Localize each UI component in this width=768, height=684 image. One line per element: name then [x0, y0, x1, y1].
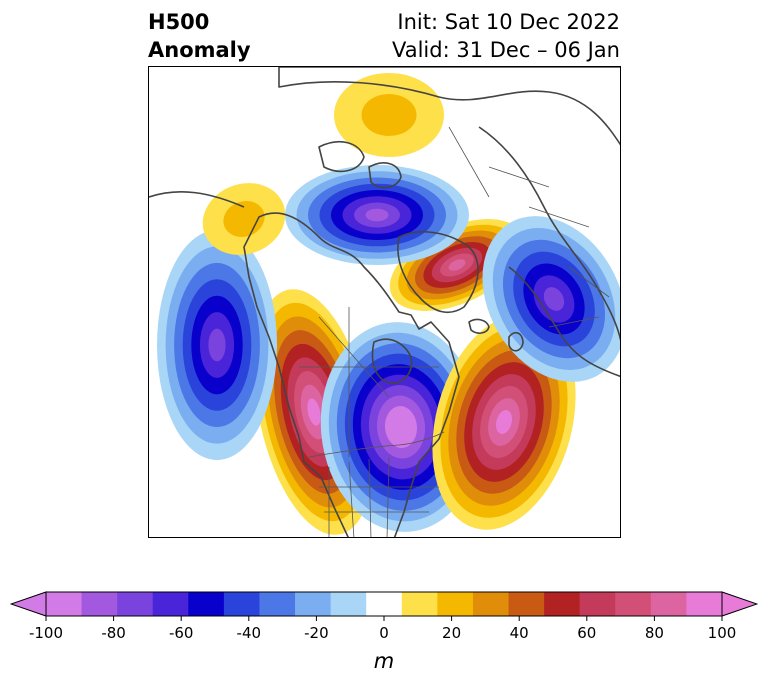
colorbar-tick-label: 40 [510, 624, 529, 642]
british-isles [508, 331, 524, 352]
arctic-ridge-contours [334, 73, 444, 157]
colorbar-ticks: -100 -80 -60 -40 -20 0 20 40 60 80 100 [29, 616, 736, 642]
hudson-bay-trough-level [392, 416, 410, 438]
title-line-1: H500 [148, 10, 210, 34]
asia-coast [508, 266, 620, 378]
europe-coast [478, 126, 620, 341]
anomaly-field [157, 73, 620, 535]
colorbar-tick-label: -20 [304, 624, 329, 642]
eurasia-borders [448, 126, 610, 328]
colorbar-cell [401, 592, 438, 616]
colorbar-cell [544, 592, 581, 616]
hudson-bay [371, 338, 413, 384]
colorbar-extend-max [721, 591, 759, 617]
colorbar-cell [259, 592, 296, 616]
colorbar-tick-label: 80 [645, 624, 664, 642]
forecast-dates: Init: Sat 10 Dec 2022 Valid: 31 Dec – 06… [392, 8, 620, 64]
colorbar-cell [117, 592, 154, 616]
colorbar-cell [472, 592, 509, 616]
north-america-coast [243, 212, 460, 537]
colorbar-cell [686, 592, 723, 616]
pacific-trough-contours [157, 230, 277, 460]
title-line-2: Anomaly [148, 38, 251, 62]
colorbar-tick-label: 20 [442, 624, 461, 642]
colorbar-cell [188, 592, 225, 616]
colorbar-tick-label: 60 [577, 624, 596, 642]
colorbar-unit: m [374, 649, 394, 673]
borders [299, 126, 610, 537]
colorbar-cell [650, 592, 687, 616]
colorbar-tick-label: -40 [237, 624, 262, 642]
siberian-trough-contours [285, 165, 469, 265]
map-title: H500 Anomaly [148, 8, 251, 64]
colorbar: -100 -80 -60 -40 -20 0 20 40 60 80 100 m [9, 588, 759, 678]
colorbar-tick-label: 100 [708, 624, 737, 642]
colorbar-cell [295, 592, 332, 616]
colorbar-extend-min [9, 591, 47, 617]
anomaly-map [148, 66, 621, 538]
us-state-lines [319, 456, 439, 537]
atlantic-ridge-level [496, 410, 512, 434]
scandinavian-trough-contours [482, 216, 620, 382]
us-canada-border [308, 431, 445, 458]
colorbar-cell [81, 592, 118, 616]
init-date: Init: Sat 10 Dec 2022 [397, 10, 620, 34]
coastlines [149, 67, 620, 537]
alaska-ridge-level [307, 398, 321, 426]
pacific-trough-level [208, 328, 226, 362]
alaska-coast [149, 191, 245, 208]
valid-date: Valid: 31 Dec – 06 Jan [391, 38, 620, 62]
colorbar-cell [330, 592, 367, 616]
colorbar-cell [152, 592, 189, 616]
colorbar-tick-label: -100 [29, 624, 63, 642]
colorbar-cell [223, 592, 260, 616]
colorbar-cell [46, 592, 82, 616]
arctic-ridge-level [361, 94, 417, 136]
colorbar-tick-label: -60 [169, 624, 194, 642]
siberian-trough-level [365, 208, 389, 222]
colorbar-cells [9, 591, 759, 617]
colorbar-cell [508, 592, 545, 616]
eurasia-coast [278, 67, 620, 146]
colorbar-cell [437, 592, 474, 616]
iceland [468, 318, 490, 334]
colorbar-cell [615, 592, 652, 616]
greenland [397, 231, 479, 314]
canada-provinces [299, 307, 439, 457]
scandinavian-trough-level [543, 287, 565, 311]
colorbar-cell [579, 592, 616, 616]
colorbar-tick-label: 0 [379, 624, 389, 642]
colorbar-tick-label: -80 [101, 624, 126, 642]
arctic-islands [318, 141, 402, 189]
colorbar-cell [366, 592, 403, 616]
greenland-ridge-level [448, 259, 466, 271]
